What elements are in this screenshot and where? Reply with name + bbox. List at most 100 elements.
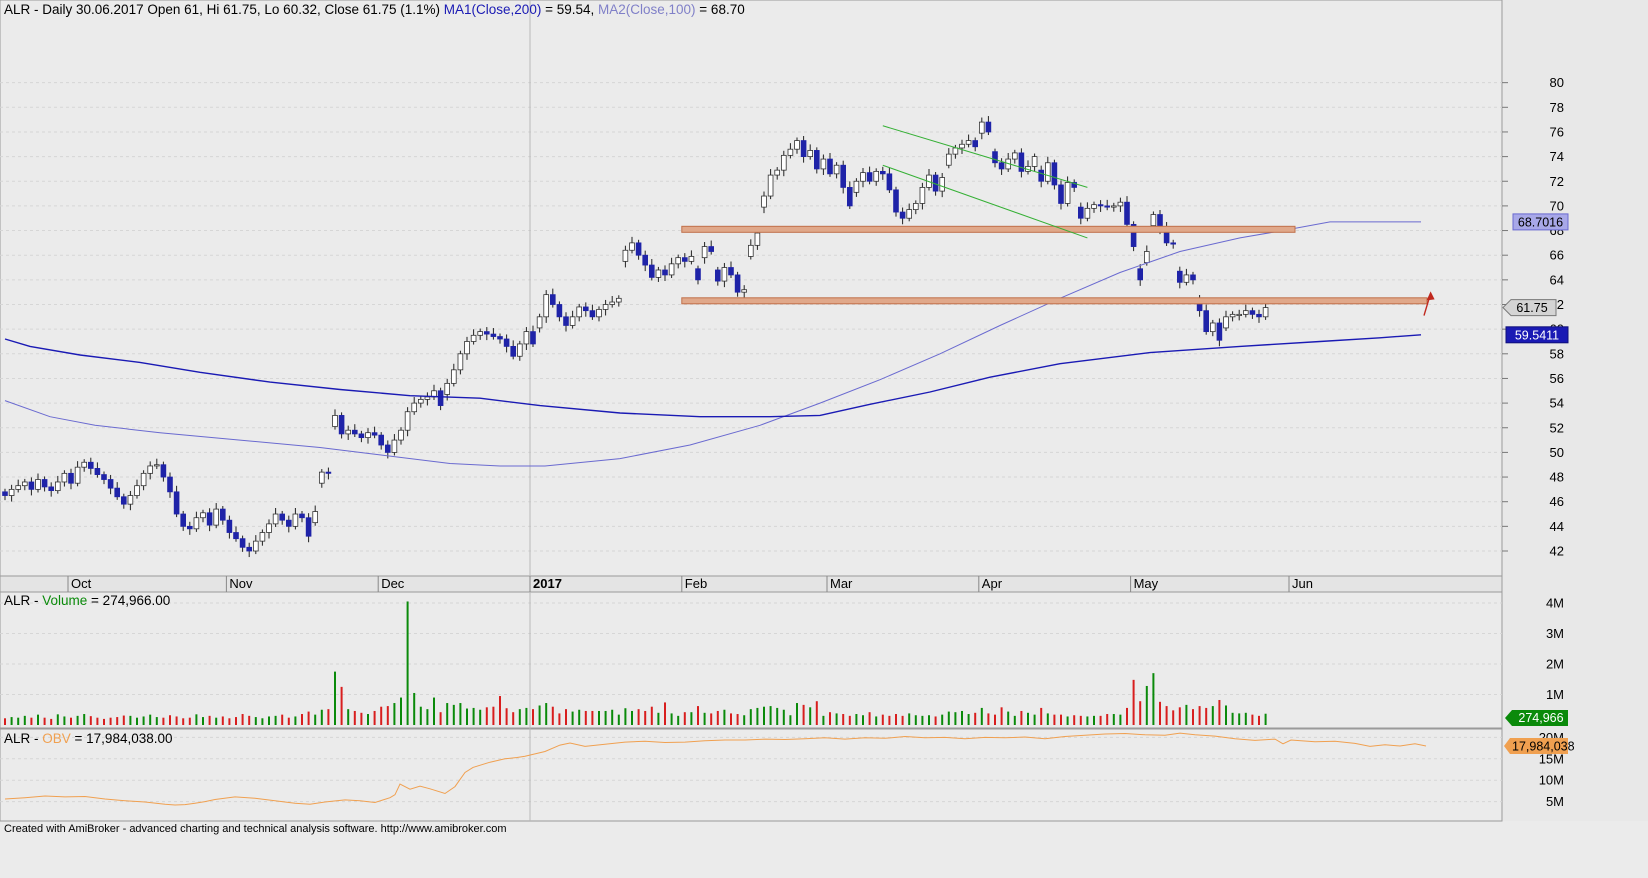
volume-bar-down: [1079, 715, 1082, 725]
obv-panel[interactable]: [0, 728, 1503, 822]
candle-bear: [338, 415, 345, 435]
volume-bar-up: [769, 706, 772, 725]
volume-bar-down: [1251, 714, 1254, 725]
price-tick-label: 74: [1550, 149, 1564, 164]
volume-bar-up: [1211, 706, 1214, 725]
candle-bear: [226, 519, 233, 533]
candle-bull: [1223, 316, 1229, 329]
price-tick-label: 66: [1550, 248, 1564, 263]
volume-bar-down: [281, 714, 284, 725]
candle-bear: [866, 172, 873, 182]
candle-bull: [1084, 207, 1091, 219]
candle-bull: [153, 464, 160, 467]
candle-bear: [107, 479, 114, 489]
candle-bear: [695, 268, 701, 281]
price-tick-label: 64: [1550, 272, 1564, 287]
volume-bar-up: [921, 715, 924, 725]
candle-bull: [259, 532, 266, 542]
volume-bar-up: [941, 714, 944, 725]
candle-bear: [847, 187, 853, 207]
svg-text:17,984,038: 17,984,038: [1512, 740, 1575, 754]
volume-bar-down: [175, 716, 178, 725]
volume-bar-up: [617, 714, 620, 725]
price-tick-label: 42: [1550, 544, 1564, 559]
volume-bar-up: [1033, 714, 1036, 725]
candle-bull: [761, 195, 767, 208]
volume-bar-down: [169, 715, 171, 725]
volume-bar-up: [1119, 714, 1122, 725]
candle-bear: [1038, 169, 1045, 182]
volume-bar-up: [400, 697, 402, 725]
volume-bar-down: [842, 714, 845, 725]
candle-bull: [193, 517, 200, 530]
volume-bar-down: [70, 717, 72, 725]
volume-bar-down: [162, 717, 165, 725]
volume-bar-up: [954, 712, 957, 725]
obv-tick-label: 15M: [1539, 751, 1564, 766]
volume-bar-down: [188, 717, 191, 725]
candle-bear: [1203, 310, 1210, 333]
volume-bar-down: [307, 711, 310, 725]
candle-bull: [946, 153, 952, 166]
volume-bar-up: [274, 715, 277, 725]
candle-bear: [2, 491, 8, 496]
candle-bear: [1104, 205, 1111, 208]
candle-bull: [74, 466, 81, 484]
drawn-annotations[interactable]: [681, 125, 1435, 316]
volume-bar-up: [1185, 704, 1188, 725]
volume-bar-up: [809, 707, 812, 725]
candle-bear: [649, 264, 655, 278]
volume-bar-down: [895, 714, 897, 725]
candle-bull: [794, 140, 800, 150]
candle-bull: [21, 481, 28, 487]
volume-bar-down: [1159, 701, 1161, 725]
volume-bar-up: [334, 671, 336, 725]
month-label: Oct: [71, 576, 92, 591]
volume-bar-down: [4, 718, 6, 725]
candle-bear: [68, 472, 74, 484]
volume-bar-up: [604, 710, 607, 725]
volume-bar-up: [611, 709, 614, 725]
volume-bar-up: [1238, 713, 1241, 725]
candle-bear: [285, 519, 292, 527]
price-tick-label: 56: [1550, 371, 1564, 386]
volume-bar-down: [1258, 715, 1260, 725]
candle-bull: [952, 147, 959, 155]
volume-bar-up: [446, 703, 449, 725]
candle-bull: [609, 301, 615, 305]
candle-bear: [1256, 313, 1262, 318]
volume-bar-up: [129, 715, 132, 725]
candle-bull: [213, 508, 220, 526]
candle-bull: [675, 257, 681, 265]
volume-bar-down: [644, 710, 647, 725]
candle-bull: [833, 164, 840, 175]
volume-bar-down: [650, 706, 653, 725]
candle-bear: [985, 121, 992, 133]
candle-bear: [530, 331, 536, 345]
price-panel[interactable]: [0, 0, 1503, 577]
volume-header: ALR - Volume = 274,966.00: [4, 593, 170, 608]
volume-series: [4, 601, 1267, 725]
svg-text:61.75: 61.75: [1516, 301, 1547, 315]
resistance-zone: [681, 225, 1296, 233]
volume-bar-down: [565, 709, 567, 725]
volume-bar-down: [512, 712, 515, 725]
candle-bull: [1243, 310, 1249, 315]
candle-bull: [35, 479, 41, 490]
candle-bull: [1210, 322, 1216, 333]
candle-bear: [734, 274, 741, 293]
candle-bear: [1130, 223, 1137, 247]
volume-bar-up: [670, 713, 673, 725]
candle-bull: [365, 432, 371, 439]
volume-bar-down: [987, 713, 990, 725]
candle-bear: [840, 164, 846, 188]
volume-bar-up: [1145, 685, 1148, 725]
volume-panel[interactable]: [0, 591, 1503, 729]
volume-bar-down: [50, 718, 53, 725]
candle-bull: [536, 316, 543, 329]
svg-text:68.7016: 68.7016: [1518, 215, 1563, 229]
volume-bar-up: [980, 707, 983, 725]
volume-bar-up: [928, 715, 930, 725]
candle-bull: [860, 172, 866, 182]
volume-bar-down: [901, 715, 904, 725]
